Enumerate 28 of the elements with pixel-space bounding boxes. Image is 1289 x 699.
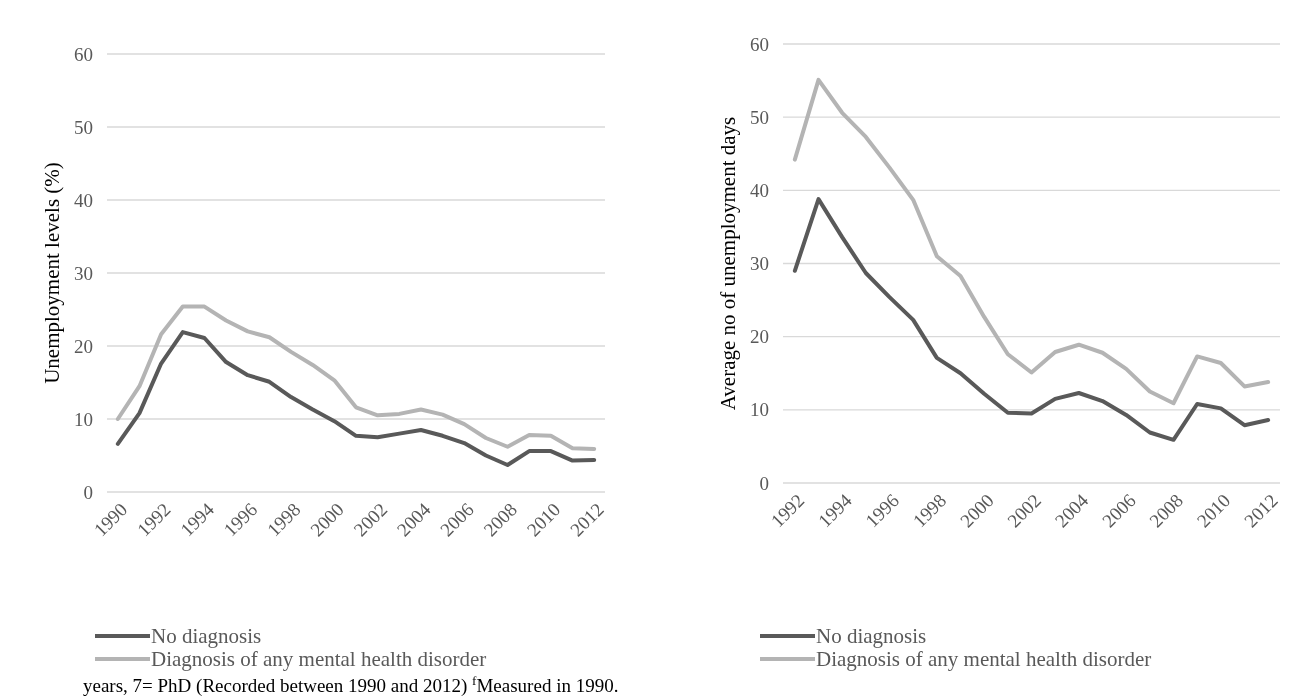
- y-tick-label: 40: [750, 179, 769, 201]
- y-tick-label: 30: [74, 262, 93, 284]
- y-axis-title: Average no of unemployment days: [716, 116, 740, 411]
- legend-label: Diagnosis of any mental health disorder: [816, 647, 1152, 672]
- legend-label: No diagnosis: [151, 624, 262, 649]
- y-tick-label: 30: [750, 253, 769, 275]
- y-tick-label: 60: [74, 43, 93, 65]
- y-tick-label: 0: [759, 472, 769, 494]
- line-series: [115, 304, 597, 451]
- line-series: [792, 197, 1271, 442]
- line-series: [792, 77, 1271, 406]
- y-tick-label: 10: [750, 399, 769, 421]
- y-tick-label: 40: [74, 189, 93, 211]
- y-tick-label: 50: [750, 106, 769, 128]
- y-tick-label: 20: [750, 326, 769, 348]
- text: years, 7= PhD (Recorded between 1990 and 2012) $^{f}$Measured in 1990.: [83, 672, 619, 697]
- legend-label: No diagnosis: [816, 624, 927, 649]
- x-tick-label: 1992: [766, 489, 809, 532]
- legend-label: Diagnosis of any mental health disorder: [151, 647, 487, 672]
- x-tick-label: 1992: [132, 498, 175, 541]
- y-tick-label: 10: [74, 408, 93, 430]
- y-tick-label: 60: [750, 33, 769, 55]
- y-tick-label: 20: [74, 335, 93, 357]
- line-series: [115, 330, 597, 467]
- y-axis-title: Unemployment levels (%): [40, 162, 64, 384]
- x-tick-label: 1998: [908, 489, 951, 532]
- x-tick-label: 1998: [262, 498, 305, 541]
- y-tick-label: 50: [74, 116, 93, 138]
